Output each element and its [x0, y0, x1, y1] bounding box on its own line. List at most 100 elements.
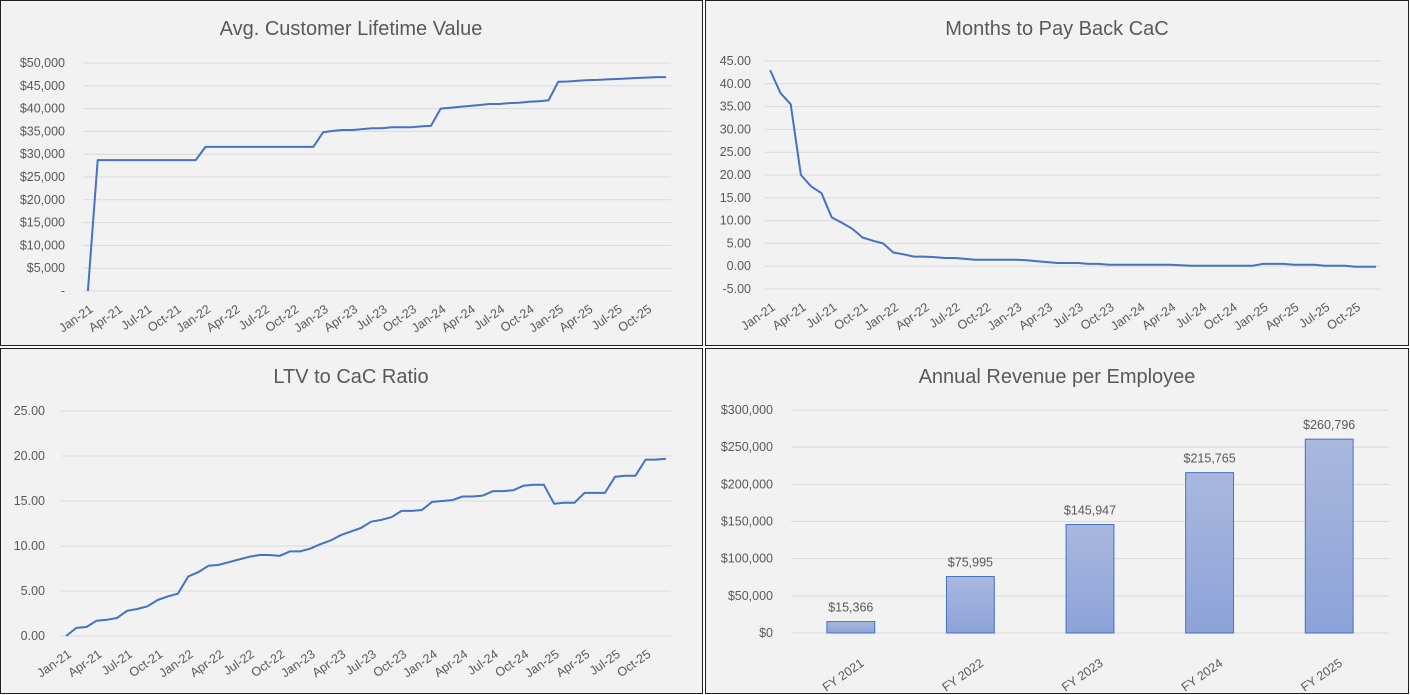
- x-tick-label: Oct-22: [955, 300, 994, 333]
- x-tick-label: FY 2021: [820, 656, 867, 694]
- y-tick-label: 10.00: [720, 214, 751, 228]
- x-tick-label: FY 2024: [1179, 656, 1226, 694]
- x-tick-label: Apr-22: [893, 300, 932, 333]
- y-tick-label: 45.00: [720, 54, 751, 68]
- y-tick-label: $35,000: [20, 124, 65, 138]
- x-tick-label: Apr-24: [1139, 300, 1178, 333]
- x-tick-label: Apr-23: [1016, 300, 1055, 333]
- y-tick-label: $50,000: [20, 56, 65, 70]
- chart-title: Months to Pay Back CaC: [945, 18, 1168, 40]
- y-tick-label: -5.00: [723, 282, 752, 296]
- y-tick-label: $250,000: [721, 440, 773, 454]
- y-tick-label: $40,000: [20, 102, 65, 116]
- bar-fy-2024: [1185, 472, 1235, 634]
- x-tick-label: Apr-23: [321, 302, 360, 335]
- chart-svg: Annual Revenue per Employee $0 $50,000 $100…: [721, 366, 1389, 694]
- y-tick-label: 20.00: [720, 168, 751, 182]
- x-tick-label: Apr-24: [439, 302, 478, 335]
- y-tick-label: 5.00: [727, 236, 751, 250]
- y-tick-label: $5,000: [27, 261, 65, 275]
- y-tick-label: 25.00: [720, 145, 751, 159]
- x-tick-label: Apr-21: [66, 647, 105, 680]
- y-tick-label: $0: [759, 626, 773, 640]
- bar-fy-2025: [1304, 438, 1354, 634]
- y-tick-label: 5.00: [21, 584, 45, 598]
- x-tick-label: Jan-24: [400, 647, 439, 680]
- x-tick-label: Apr-25: [557, 302, 596, 335]
- x-tick-label: Jan-22: [174, 302, 213, 335]
- x-tick-label: Jan-24: [1108, 300, 1147, 333]
- y-tick-label: 10.00: [14, 539, 45, 553]
- x-tick-label: Jan-21: [56, 302, 95, 335]
- chart-title: Avg. Customer Lifetime Value: [220, 18, 483, 40]
- x-tick-label: FY 2023: [1059, 656, 1106, 694]
- data-label: $75,995: [948, 556, 993, 570]
- x-tick-label: Apr-22: [204, 302, 243, 335]
- series-line: [86, 76, 667, 292]
- chart-svg: Avg. Customer Lifetime Value - $5,000 $10,0…: [20, 18, 671, 335]
- x-tick-label: Apr-21: [86, 302, 125, 335]
- x-tick-label: Jan-25: [522, 647, 561, 680]
- x-tick-label: FY 2025: [1298, 656, 1345, 694]
- x-tick-label: Jan-25: [527, 302, 566, 335]
- x-tick-label: Apr-21: [770, 300, 809, 333]
- chart-panel-months-to-pay-back-cac: Months to Pay Back CaC -5.00 0.00 5.00 10.00…: [705, 0, 1409, 346]
- x-tick-label: Jan-22: [156, 647, 195, 680]
- bar-fy-2021: [826, 621, 876, 634]
- x-tick-label: Apr-22: [188, 647, 227, 680]
- series-line: [769, 69, 1376, 268]
- x-tick-label: Jan-23: [278, 647, 317, 680]
- y-tick-label: $20,000: [20, 193, 65, 207]
- y-tick-label: 40.00: [720, 77, 751, 91]
- y-tick-label: $50,000: [728, 589, 773, 603]
- chart-panel-ltv-to-cac-ratio: LTV to CaC Ratio 0.00 5.00 10.00 15.00 20.00 2…: [0, 348, 703, 694]
- data-label: $145,947: [1064, 504, 1116, 518]
- x-tick-label: Oct-23: [1078, 300, 1117, 333]
- y-tick-label: 0.00: [21, 629, 45, 643]
- data-label: $260,796: [1303, 418, 1355, 432]
- y-tick-label: 35.00: [720, 100, 751, 114]
- x-tick-label: Apr-24: [432, 647, 471, 680]
- bar-fy-2022: [945, 576, 995, 634]
- chart-panel-customer-lifetime-value: Avg. Customer Lifetime Value - $5,000 $10,0…: [0, 0, 703, 346]
- chart-title: LTV to CaC Ratio: [273, 366, 428, 388]
- y-tick-label: $25,000: [20, 170, 65, 184]
- y-tick-label: -: [61, 284, 65, 298]
- y-tick-label: 30.00: [720, 122, 751, 136]
- series-line: [65, 457, 666, 637]
- y-tick-label: $100,000: [721, 552, 773, 566]
- y-tick-label: 25.00: [14, 404, 45, 418]
- x-tick-label: Jan-21: [34, 647, 73, 680]
- x-tick-label: Apr-25: [554, 647, 593, 680]
- x-tick-label: Jan-23: [985, 300, 1024, 333]
- x-tick-label: Oct-25: [1324, 300, 1363, 333]
- y-tick-label: 20.00: [14, 449, 45, 463]
- y-tick-label: 0.00: [727, 259, 751, 273]
- y-tick-label: $150,000: [721, 515, 773, 529]
- x-tick-label: Jan-23: [291, 302, 330, 335]
- chart-svg: Months to Pay Back CaC -5.00 0.00 5.00 10.00…: [720, 18, 1381, 333]
- chart-svg: LTV to CaC Ratio 0.00 5.00 10.00 15.00 20.00 2…: [14, 366, 671, 680]
- y-tick-label: 15.00: [720, 191, 751, 205]
- x-tick-label: Jan-24: [409, 302, 448, 335]
- x-tick-label: Apr-25: [1263, 300, 1302, 333]
- y-tick-label: $15,000: [20, 216, 65, 230]
- x-tick-label: Jan-21: [739, 300, 778, 333]
- x-tick-label: Jan-25: [1231, 300, 1270, 333]
- data-label: $15,366: [828, 601, 873, 615]
- y-tick-label: 15.00: [14, 494, 45, 508]
- x-tick-label: Jan-22: [862, 300, 901, 333]
- bar-fy-2023: [1065, 524, 1115, 634]
- x-tick-label: Oct-25: [615, 302, 654, 335]
- data-label: $215,765: [1184, 452, 1236, 466]
- y-tick-label: $200,000: [721, 477, 773, 491]
- chart-panel-annual-revenue-per-employee: Annual Revenue per Employee $0 $50,000 $100…: [705, 348, 1409, 694]
- y-tick-label: $300,000: [721, 403, 773, 417]
- x-tick-label: FY 2022: [940, 656, 987, 694]
- y-tick-label: $45,000: [20, 79, 65, 93]
- chart-title: Annual Revenue per Employee: [919, 366, 1196, 388]
- x-tick-label: Oct-25: [615, 647, 654, 680]
- y-tick-label: $30,000: [20, 147, 65, 161]
- y-tick-label: $10,000: [20, 238, 65, 252]
- x-tick-label: Oct-24: [1201, 300, 1240, 333]
